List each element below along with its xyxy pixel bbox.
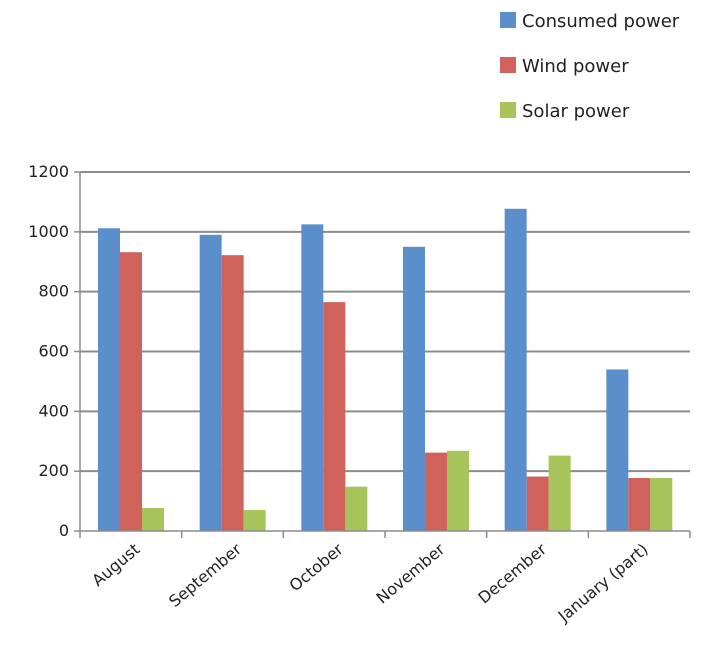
x-category-label: August	[88, 540, 143, 591]
bar-solar-power	[447, 451, 469, 531]
bar-solar-power	[549, 456, 571, 531]
bar-wind-power	[222, 255, 244, 531]
legend-swatch	[500, 57, 516, 73]
y-tick-label: 1200	[28, 162, 69, 181]
x-category-label: September	[165, 539, 245, 611]
y-tick-label: 0	[59, 521, 69, 540]
bar-wind-power	[425, 453, 447, 531]
y-tick-label: 800	[38, 282, 69, 301]
x-axis: August September October November December Ja…	[80, 531, 690, 626]
bar-wind-power	[628, 478, 650, 531]
legend-swatch	[500, 102, 516, 118]
bar-consumed-power	[505, 209, 527, 531]
bar-consumed-power	[301, 224, 323, 531]
legend: Consumed power Wind power Solar power	[500, 11, 680, 122]
legend-swatch	[500, 12, 516, 28]
bar-wind-power	[120, 252, 142, 531]
bar-solar-power	[142, 508, 164, 531]
y-tick-label: 600	[38, 342, 69, 361]
legend-label: Solar power	[522, 101, 630, 122]
y-axis: 0 200 400 600 800 1000 1200	[28, 162, 80, 540]
y-tick-label: 400	[38, 401, 69, 420]
bar-consumed-power	[200, 235, 222, 531]
bar-wind-power	[323, 302, 345, 531]
bar-consumed-power	[606, 369, 628, 531]
y-tick-label: 1000	[28, 222, 69, 241]
bar-solar-power	[244, 510, 266, 531]
bar-consumed-power	[98, 228, 120, 531]
bar-consumed-power	[403, 247, 425, 531]
bar-solar-power	[345, 487, 367, 531]
legend-label: Consumed power	[522, 11, 680, 32]
gridlines	[80, 172, 690, 471]
legend-label: Wind power	[522, 56, 629, 77]
bar-solar-power	[650, 478, 672, 531]
x-category-label: November	[372, 539, 448, 607]
x-category-label: January (part)	[554, 540, 652, 627]
bar-wind-power	[527, 477, 549, 531]
x-category-label: October	[285, 539, 347, 595]
y-tick-label: 200	[38, 461, 69, 480]
bars	[98, 209, 672, 531]
x-category-label: December	[474, 539, 550, 607]
